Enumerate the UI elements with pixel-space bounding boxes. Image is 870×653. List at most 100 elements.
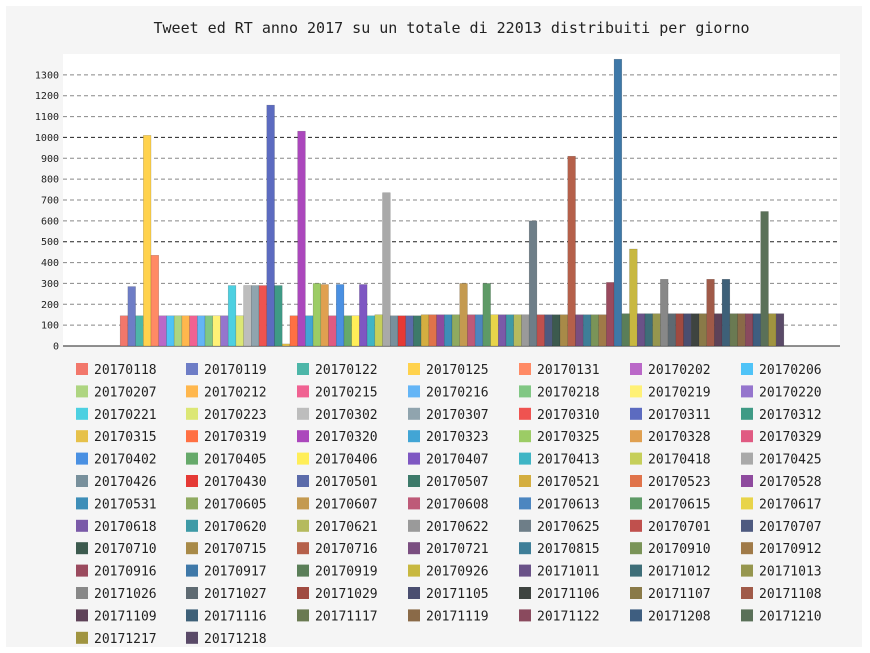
legend-label-20170426: 20170426 bbox=[94, 475, 157, 490]
bar-20170323 bbox=[305, 315, 314, 347]
legend-swatch-20170615 bbox=[630, 497, 642, 510]
legend-swatch-20171116 bbox=[186, 609, 198, 622]
bar-20170917 bbox=[613, 58, 623, 347]
bar-20171208 bbox=[752, 313, 761, 347]
legend-swatch-20170125 bbox=[408, 363, 420, 375]
legend-swatch-20170528 bbox=[741, 475, 753, 487]
bar-20170418 bbox=[374, 314, 383, 347]
legend-swatch-20170815 bbox=[519, 542, 531, 555]
y-tick-label: 100 bbox=[41, 321, 59, 332]
legend-swatch-20170716 bbox=[297, 542, 309, 555]
legend-swatch-20171029 bbox=[297, 587, 309, 599]
bar-20170910 bbox=[590, 314, 599, 347]
legend-label-20170815: 20170815 bbox=[537, 542, 600, 557]
bar-20170119 bbox=[127, 286, 136, 347]
legend-swatch-20170715 bbox=[186, 542, 198, 555]
y-tick-label: 700 bbox=[41, 196, 59, 207]
legend-swatch-20171107 bbox=[630, 587, 642, 599]
legend-label-20171119: 20171119 bbox=[426, 609, 489, 624]
legend-swatch-20170710 bbox=[76, 542, 88, 555]
bar-20170716 bbox=[567, 155, 576, 347]
bar-20170325 bbox=[312, 283, 322, 347]
legend-label-20170212: 20170212 bbox=[204, 385, 267, 400]
y-tick-label: 300 bbox=[41, 279, 59, 290]
legend-swatch-20170307 bbox=[408, 407, 420, 420]
legend-swatch-20171217 bbox=[76, 631, 88, 644]
bar-20170402 bbox=[335, 284, 345, 347]
legend-swatch-20170701 bbox=[630, 519, 642, 532]
legend-label-20170215: 20170215 bbox=[315, 385, 378, 400]
bar-20171107 bbox=[698, 313, 707, 347]
bar-20170613 bbox=[474, 314, 484, 347]
bar-20170507 bbox=[413, 315, 422, 347]
y-tick-label: 1000 bbox=[35, 133, 59, 144]
bar-20170521 bbox=[420, 314, 430, 347]
legend-swatch-20170310 bbox=[519, 407, 531, 420]
legend-swatch-20170521 bbox=[519, 475, 531, 487]
bar-20170815 bbox=[582, 314, 592, 347]
bar-20170329 bbox=[328, 315, 337, 347]
legend-label-20171218: 20171218 bbox=[204, 632, 267, 647]
legend-swatch-20171013 bbox=[741, 564, 753, 577]
legend-label-20170523: 20170523 bbox=[648, 475, 711, 490]
legend-swatch-20170426 bbox=[76, 475, 88, 487]
legend-swatch-20170625 bbox=[519, 519, 531, 532]
legend-label-20170405: 20170405 bbox=[204, 453, 267, 468]
legend-label-20170302: 20170302 bbox=[315, 408, 378, 423]
bar-20170310 bbox=[258, 285, 268, 347]
legend-label-20170329: 20170329 bbox=[759, 430, 822, 445]
legend-swatch-20170608 bbox=[408, 497, 420, 510]
bar-20170607 bbox=[459, 283, 468, 347]
bar-20170219 bbox=[212, 315, 221, 347]
legend-label-20170218: 20170218 bbox=[537, 385, 600, 400]
chart-title: Tweet ed RT anno 2017 su un totale di 22… bbox=[153, 19, 749, 37]
y-tick-label: 1200 bbox=[35, 91, 59, 102]
legend-label-20170407: 20170407 bbox=[426, 453, 489, 468]
legend-swatch-20171108 bbox=[741, 587, 753, 599]
y-tick-label: 600 bbox=[41, 216, 59, 227]
bar-20170710 bbox=[552, 314, 561, 347]
legend-swatch-20171027 bbox=[186, 587, 198, 599]
legend-swatch-20170202 bbox=[630, 363, 642, 375]
legend-label-20171210: 20171210 bbox=[759, 609, 822, 624]
legend-swatch-20170220 bbox=[741, 385, 753, 398]
bar-20170608 bbox=[467, 314, 476, 347]
bar-20170122 bbox=[135, 315, 144, 347]
legend-swatch-20170418 bbox=[630, 452, 642, 465]
legend-swatch-20170405 bbox=[186, 452, 198, 465]
bar-20170125 bbox=[143, 135, 152, 347]
legend-swatch-20170315 bbox=[76, 430, 88, 443]
legend-label-20170608: 20170608 bbox=[426, 497, 489, 512]
bar-20170328 bbox=[320, 284, 329, 347]
bar-20170307 bbox=[251, 285, 260, 347]
legend-swatch-20170523 bbox=[630, 475, 642, 487]
bar-20170605 bbox=[451, 314, 460, 347]
bar-20170221 bbox=[227, 285, 237, 347]
bar-20170405 bbox=[343, 315, 352, 347]
legend-label-20171116: 20171116 bbox=[204, 609, 267, 624]
legend-swatch-20170206 bbox=[741, 363, 753, 375]
legend-swatch-20171109 bbox=[76, 609, 88, 622]
legend-label-20170310: 20170310 bbox=[537, 408, 600, 423]
legend-label-20171122: 20171122 bbox=[537, 609, 600, 624]
y-tick-label: 500 bbox=[41, 237, 59, 248]
y-tick-label: 400 bbox=[41, 258, 59, 269]
legend-swatch-20170221 bbox=[76, 407, 88, 420]
legend-swatch-20170119 bbox=[186, 363, 198, 375]
legend-label-20170323: 20170323 bbox=[426, 430, 489, 445]
plot-area: 0 100 200 300 400 500 600 700 800 900 1000 1100 1200… bbox=[35, 54, 840, 353]
bar-20170425 bbox=[382, 192, 391, 347]
legend-label-20170707: 20170707 bbox=[759, 520, 822, 535]
legend-label-20170220: 20170220 bbox=[759, 385, 822, 400]
bar-20170528 bbox=[436, 314, 445, 347]
legend-label-20170119: 20170119 bbox=[204, 363, 267, 378]
legend-label-20170912: 20170912 bbox=[759, 542, 822, 557]
legend-label-20170926: 20170926 bbox=[426, 565, 489, 580]
bar-20170223 bbox=[235, 315, 244, 347]
y-tick-label: 0 bbox=[53, 342, 59, 353]
legend-swatch-20170216 bbox=[408, 385, 420, 398]
legend-swatch-20170323 bbox=[408, 430, 420, 443]
y-tick-label: 200 bbox=[41, 300, 59, 311]
bar-20170302 bbox=[243, 285, 252, 347]
legend-swatch-20171117 bbox=[297, 609, 309, 622]
